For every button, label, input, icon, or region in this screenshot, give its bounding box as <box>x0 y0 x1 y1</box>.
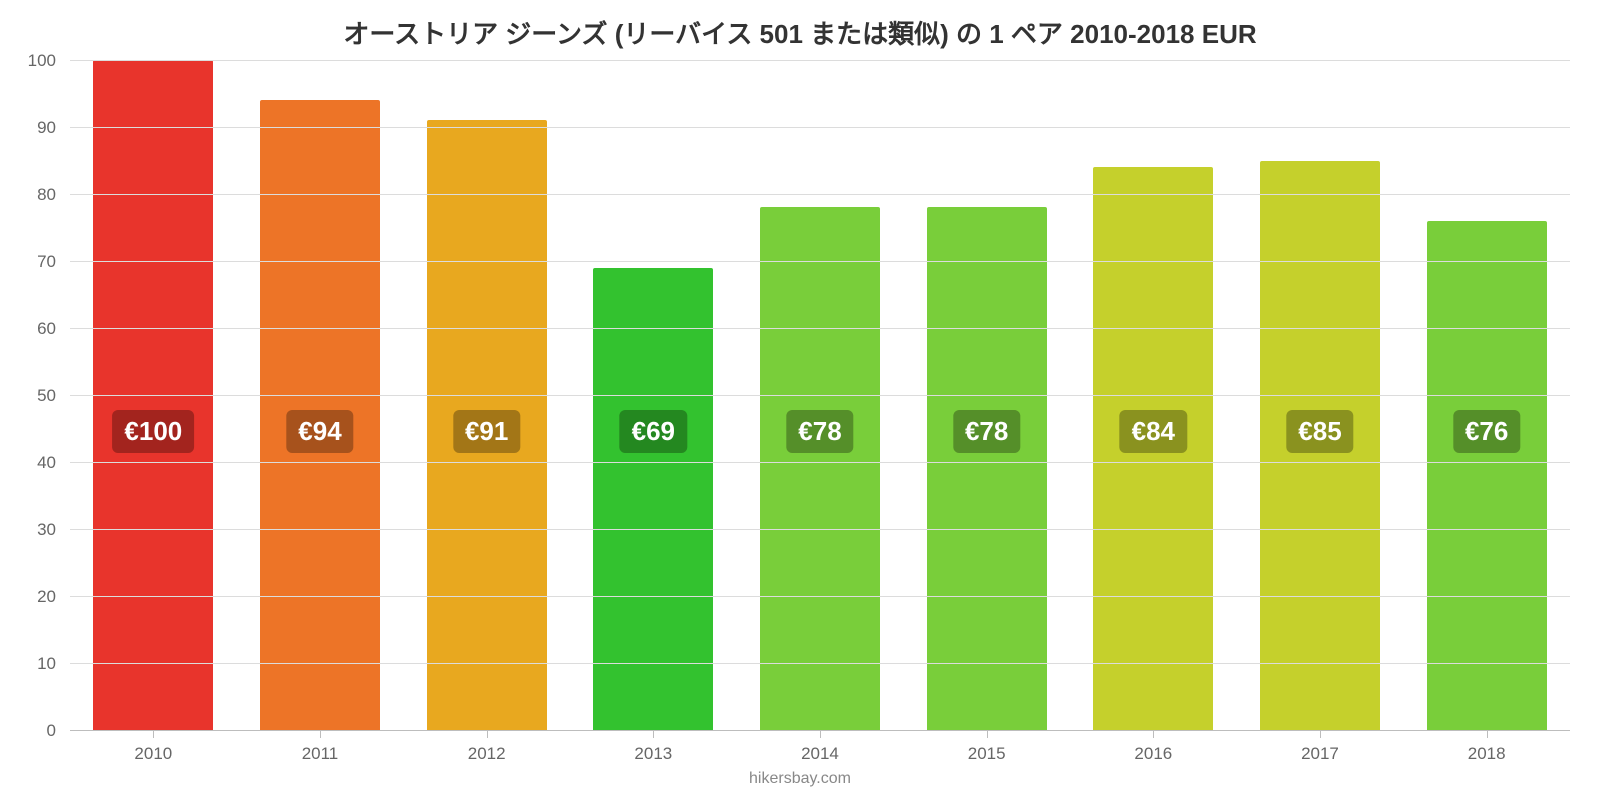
x-tick <box>1153 730 1154 738</box>
bar <box>1427 221 1547 730</box>
x-tick-label: 2016 <box>1070 744 1237 764</box>
x-tick <box>1320 730 1321 738</box>
x-axis-line <box>70 730 1570 731</box>
bar-value-label: €78 <box>786 410 853 453</box>
x-tick <box>487 730 488 738</box>
bar-value-label: €84 <box>1120 410 1187 453</box>
x-tick <box>653 730 654 738</box>
grid-line <box>70 395 1570 396</box>
y-tick-label: 70 <box>4 252 56 272</box>
x-tick-label: 2013 <box>570 744 737 764</box>
bar <box>760 207 880 730</box>
x-tick-label: 2015 <box>903 744 1070 764</box>
y-tick-label: 90 <box>4 118 56 138</box>
chart-container: オーストリア ジーンズ (リーバイス 501 または類似) の 1 ペア 201… <box>0 0 1600 800</box>
grid-line <box>70 194 1570 195</box>
bar-value-label: €78 <box>953 410 1020 453</box>
y-tick-label: 20 <box>4 587 56 607</box>
y-tick-label: 80 <box>4 185 56 205</box>
bar-value-label: €85 <box>1286 410 1353 453</box>
grid-line <box>70 596 1570 597</box>
grid-line <box>70 529 1570 530</box>
bar-value-label: €94 <box>286 410 353 453</box>
bar <box>593 268 713 730</box>
bar <box>927 207 1047 730</box>
bar-value-label: €69 <box>620 410 687 453</box>
grid-line <box>70 663 1570 664</box>
chart-title: オーストリア ジーンズ (リーバイス 501 または類似) の 1 ペア 201… <box>0 0 1600 51</box>
grid-line <box>70 60 1570 61</box>
x-tick-label: 2010 <box>70 744 237 764</box>
x-tick-label: 2011 <box>237 744 404 764</box>
x-tick-label: 2012 <box>403 744 570 764</box>
y-tick-label: 60 <box>4 319 56 339</box>
x-tick <box>820 730 821 738</box>
y-tick-label: 30 <box>4 520 56 540</box>
y-tick-label: 100 <box>4 51 56 71</box>
credit-text: hikersbay.com <box>0 770 1600 788</box>
bar-value-label: €76 <box>1453 410 1520 453</box>
plot-area: €1002010€942011€912012€692013€782014€782… <box>70 60 1570 730</box>
grid-line <box>70 261 1570 262</box>
bar-value-label: €100 <box>112 410 194 453</box>
y-tick-label: 50 <box>4 386 56 406</box>
x-tick <box>320 730 321 738</box>
x-tick-label: 2014 <box>737 744 904 764</box>
y-tick-label: 40 <box>4 453 56 473</box>
x-tick <box>1487 730 1488 738</box>
y-tick-label: 10 <box>4 654 56 674</box>
grid-line <box>70 462 1570 463</box>
x-tick-label: 2018 <box>1403 744 1570 764</box>
y-tick-label: 0 <box>4 721 56 741</box>
x-tick-label: 2017 <box>1237 744 1404 764</box>
grid-line <box>70 127 1570 128</box>
bar-value-label: €91 <box>453 410 520 453</box>
x-tick <box>153 730 154 738</box>
grid-line <box>70 328 1570 329</box>
x-tick <box>987 730 988 738</box>
